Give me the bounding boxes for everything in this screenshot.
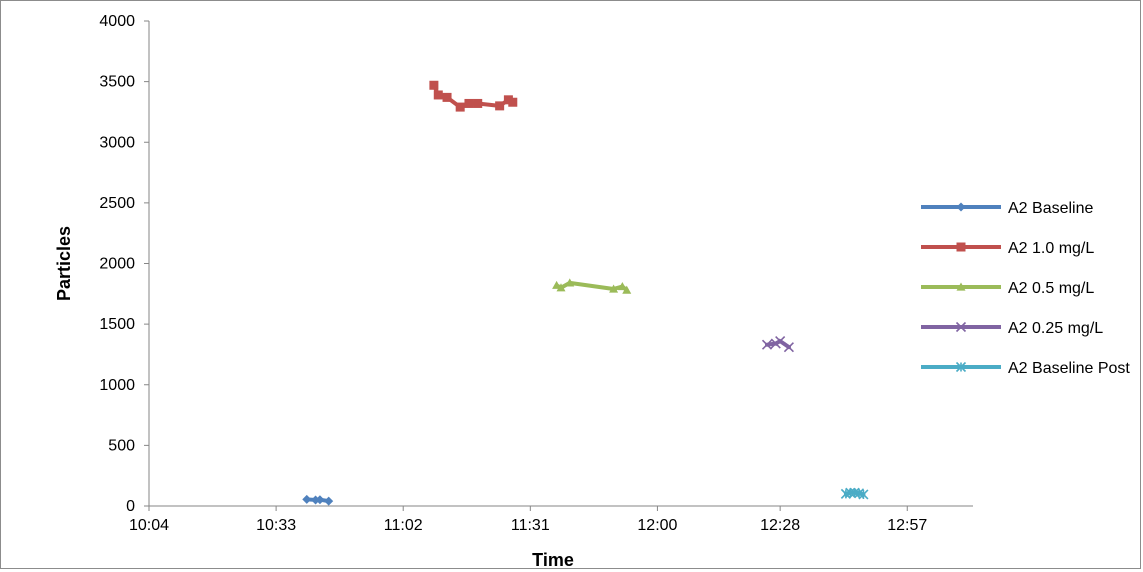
x-tick-label: 10:04	[129, 517, 169, 534]
legend-marker	[956, 242, 966, 252]
data-point	[473, 98, 483, 108]
data-point	[761, 339, 773, 350]
legend-marker	[955, 361, 967, 373]
data-point	[622, 285, 632, 294]
legend-label: A2 Baseline	[1008, 200, 1093, 217]
data-point	[556, 283, 566, 292]
legend-entry: A2 0.25 mg/L	[921, 320, 1103, 337]
series-a2-0-5-mg-l	[552, 278, 632, 294]
data-point	[495, 101, 505, 111]
y-tick-label: 2000	[99, 256, 135, 273]
y-axis-ticks: 0 500 1000 1500 2000 2500 3000 3500 4000	[99, 13, 149, 515]
x-tick-label: 12:00	[637, 517, 677, 534]
data-point	[315, 495, 325, 505]
legend-marker	[956, 282, 966, 291]
legend-label: A2 1.0 mg/L	[1008, 240, 1094, 257]
legend-marker	[956, 202, 966, 212]
legend-entry: A2 Baseline	[921, 200, 1093, 217]
data-point	[552, 280, 562, 289]
data-point	[565, 278, 575, 287]
x-axis-title: Time	[532, 550, 574, 570]
legend-label: A2 0.25 mg/L	[1008, 320, 1103, 337]
data-point	[783, 342, 794, 353]
data-point	[775, 336, 786, 347]
x-axis-ticks: 10:04 10:33 11:02 11:31 12:00 12:28 12:57	[129, 506, 927, 534]
y-tick-label: 4000	[99, 13, 135, 30]
series-a2-baseline	[302, 494, 334, 506]
data-point	[302, 494, 312, 504]
data-point	[324, 496, 334, 506]
series-a2-0-25-mg-l	[761, 336, 794, 353]
series-a2-1-0-mg-l	[429, 80, 518, 112]
data-point	[508, 97, 518, 107]
y-tick-label: 3000	[99, 134, 135, 151]
legend-label: A2 0.5 mg/L	[1008, 280, 1094, 297]
legend-entry: A2 0.5 mg/L	[921, 280, 1094, 297]
data-point	[433, 90, 443, 100]
x-tick-label: 11:31	[511, 517, 550, 534]
data-point	[464, 98, 474, 108]
series-a2-baseline-post	[840, 487, 869, 500]
series-layer	[302, 80, 869, 506]
legend-entry: A2 1.0 mg/L	[921, 240, 1094, 257]
legend-entry: A2 Baseline Post	[921, 360, 1130, 377]
legend-label: A2 Baseline Post	[1008, 360, 1130, 377]
y-tick-label: 0	[126, 498, 135, 515]
legend-marker	[955, 321, 967, 333]
data-point	[617, 282, 627, 291]
x-tick-label: 10:33	[256, 517, 296, 534]
x-tick-label: 12:57	[887, 517, 927, 534]
data-point	[845, 487, 856, 498]
y-axis-title: Particles	[54, 226, 74, 301]
data-point	[429, 80, 439, 90]
y-tick-label: 1000	[99, 377, 135, 394]
y-tick-label: 2500	[99, 195, 135, 212]
x-tick-label: 11:02	[384, 517, 423, 534]
data-point	[858, 489, 869, 500]
y-tick-label: 500	[108, 437, 135, 454]
legend: A2 Baseline A2 1.0 mg/L A2 0.5 mg/L A2 0.25…	[921, 200, 1130, 377]
data-point	[442, 92, 452, 102]
y-tick-label: 3500	[99, 74, 135, 91]
x-tick-label: 12:28	[760, 517, 800, 534]
y-tick-label: 1500	[99, 316, 135, 333]
data-point	[609, 284, 619, 293]
data-point	[455, 102, 465, 112]
